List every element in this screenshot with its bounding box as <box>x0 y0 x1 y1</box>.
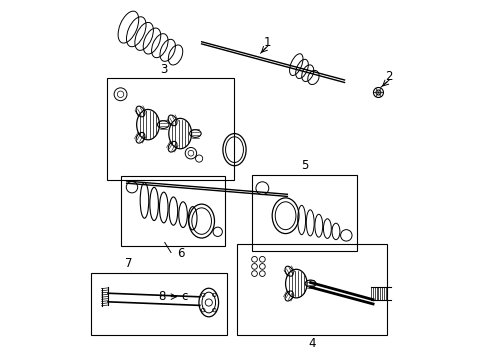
Text: 1: 1 <box>264 36 271 49</box>
Bar <box>237 244 386 336</box>
Text: 2: 2 <box>385 70 392 83</box>
Text: 8: 8 <box>158 290 165 303</box>
Bar <box>91 273 226 336</box>
Text: 6: 6 <box>177 247 185 260</box>
Text: 7: 7 <box>125 257 132 270</box>
Bar <box>121 176 224 246</box>
Text: 5: 5 <box>300 159 307 172</box>
Bar <box>107 78 233 180</box>
Text: 4: 4 <box>308 337 315 350</box>
Text: 3: 3 <box>160 63 167 76</box>
Text: c: c <box>181 290 187 303</box>
Bar <box>251 175 356 251</box>
